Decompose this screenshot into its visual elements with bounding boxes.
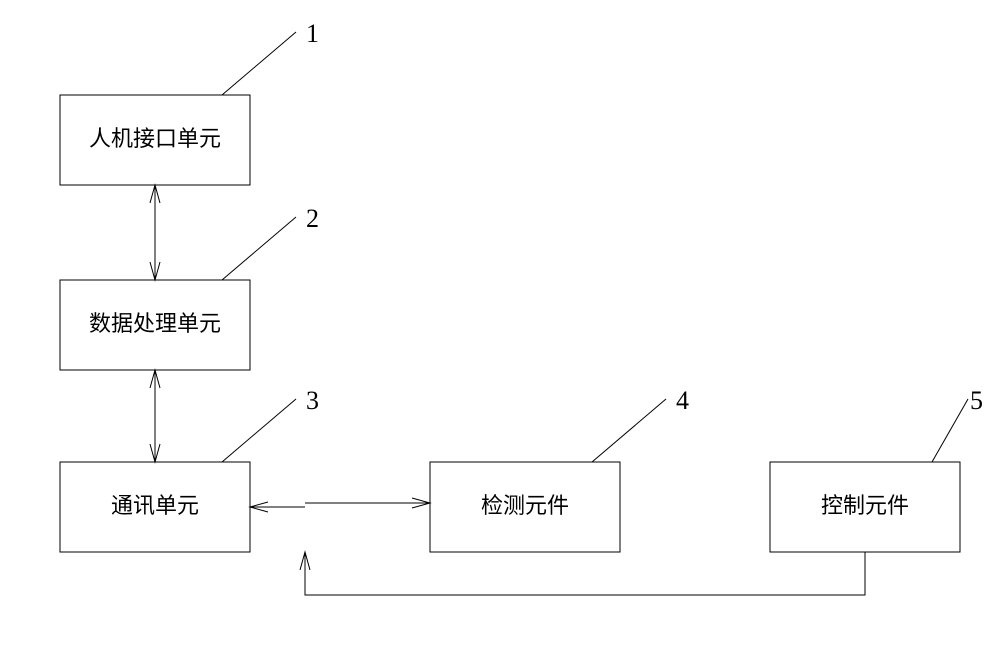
node-n3: 通讯单元 (60, 462, 250, 552)
callout-number: 5 (970, 386, 983, 415)
callout-number: 3 (306, 386, 319, 415)
node-label: 人机接口单元 (89, 126, 221, 151)
callout-n1: 1 (222, 19, 319, 95)
edge-e34 (250, 498, 430, 512)
node-n4: 检测元件 (430, 462, 620, 552)
node-label: 检测元件 (481, 493, 569, 518)
callout-number: 2 (306, 204, 319, 233)
node-n1: 人机接口单元 (60, 95, 250, 185)
edge-e53 (300, 552, 865, 595)
callout-n4: 4 (592, 386, 689, 462)
callout-leader (592, 399, 666, 462)
edge-e12 (150, 185, 160, 280)
node-label: 通讯单元 (111, 493, 199, 518)
callout-n2: 2 (222, 204, 319, 280)
node-label: 数据处理单元 (89, 311, 221, 336)
callout-number: 4 (676, 386, 689, 415)
callout-leader (222, 32, 296, 95)
callout-leader (222, 217, 296, 280)
edge-e23 (150, 370, 160, 462)
callout-number: 1 (306, 19, 319, 48)
node-label: 控制元件 (821, 493, 909, 518)
callout-leader (932, 399, 968, 462)
node-n2: 数据处理单元 (60, 280, 250, 370)
block-diagram: 人机接口单元数据处理单元通讯单元 检测元件 控制元件 1 2 3 4 5 (0, 0, 1000, 658)
callout-n3: 3 (222, 386, 319, 462)
callout-n5: 5 (932, 386, 983, 462)
callout-leader (222, 399, 296, 462)
node-n5: 控制元件 (770, 462, 960, 552)
